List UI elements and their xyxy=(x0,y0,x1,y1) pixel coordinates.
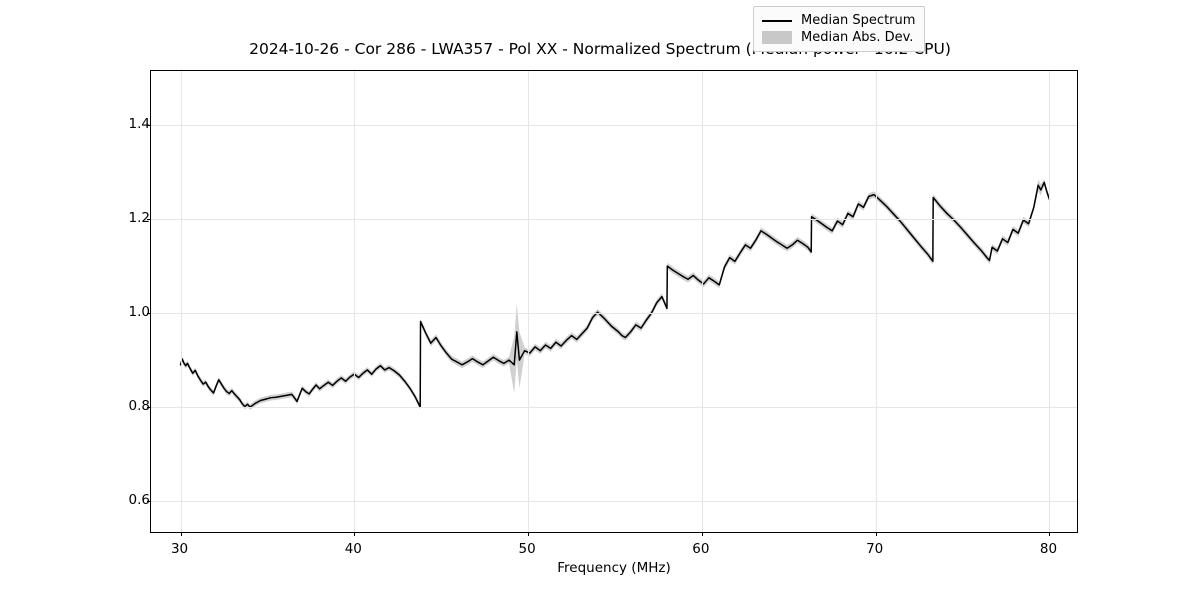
x-tick-mark xyxy=(701,532,703,536)
y-tick-mark xyxy=(147,407,151,409)
median-spectrum-line xyxy=(179,181,1051,408)
mad-band-group xyxy=(180,179,1050,410)
y-tick-label: 0.6 xyxy=(128,492,150,509)
gridline-horizontal xyxy=(151,313,1077,315)
y-tick-mark xyxy=(147,313,151,315)
gridline-vertical xyxy=(354,71,356,532)
data-layer xyxy=(179,179,1051,410)
x-tick-label: 70 xyxy=(866,541,884,557)
median-abs-dev-band xyxy=(180,179,1050,410)
y-tick-label: 1.2 xyxy=(128,210,150,227)
x-tick-mark xyxy=(528,532,530,536)
x-tick-mark xyxy=(180,532,182,536)
x-axis-label: Frequency (MHz) xyxy=(557,560,671,576)
gridline-horizontal xyxy=(151,219,1077,221)
x-tick-label: 40 xyxy=(344,541,362,557)
gridline-horizontal xyxy=(151,125,1077,127)
x-tick-label: 30 xyxy=(170,541,189,557)
legend-item-median-spectrum[interactable]: Median Spectrum xyxy=(762,12,915,29)
x-tick-mark xyxy=(354,532,356,536)
plot-area xyxy=(147,70,1078,536)
gridline-vertical xyxy=(1049,71,1051,532)
legend-label: Median Abs. Dev. xyxy=(801,30,914,45)
x-tick-mark xyxy=(875,532,877,536)
y-tick-mark xyxy=(147,125,151,127)
page-title: 2024-10-26 - Cor 286 - LWA357 - Pol XX -… xyxy=(249,40,951,58)
legend-label: Median Spectrum xyxy=(801,13,916,28)
median-spectrum-group xyxy=(179,181,1051,408)
patch-swatch-icon xyxy=(762,31,792,44)
gridline-vertical xyxy=(180,71,182,532)
legend-item-median-abs-dev[interactable]: Median Abs. Dev. xyxy=(762,29,915,46)
y-tick-mark xyxy=(147,219,151,221)
y-tick-mark xyxy=(147,501,151,503)
y-axis-label: Normalized Power xyxy=(0,240,1,362)
x-tick-label: 50 xyxy=(518,541,536,557)
line-swatch-icon xyxy=(762,14,792,27)
gridline-horizontal xyxy=(151,501,1077,503)
y-tick-label: 0.8 xyxy=(128,398,150,415)
y-tick-label: 1.4 xyxy=(128,116,150,133)
x-tick-label: 60 xyxy=(692,541,710,557)
y-tick-label: 1.0 xyxy=(128,304,150,321)
gridline-vertical xyxy=(875,71,877,532)
x-tick-label: 80 xyxy=(1039,541,1058,557)
gridline-vertical xyxy=(528,71,530,532)
gridline-vertical xyxy=(701,71,703,532)
gridline-horizontal xyxy=(151,407,1077,409)
chart-legend[interactable]: Median Spectrum Median Abs. Dev. xyxy=(753,6,926,52)
x-tick-mark xyxy=(1049,532,1051,536)
